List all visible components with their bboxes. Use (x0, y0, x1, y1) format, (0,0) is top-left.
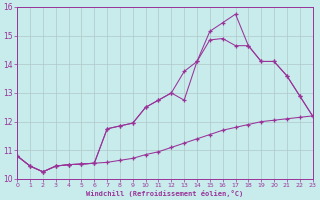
X-axis label: Windchill (Refroidissement éolien,°C): Windchill (Refroidissement éolien,°C) (86, 190, 244, 197)
